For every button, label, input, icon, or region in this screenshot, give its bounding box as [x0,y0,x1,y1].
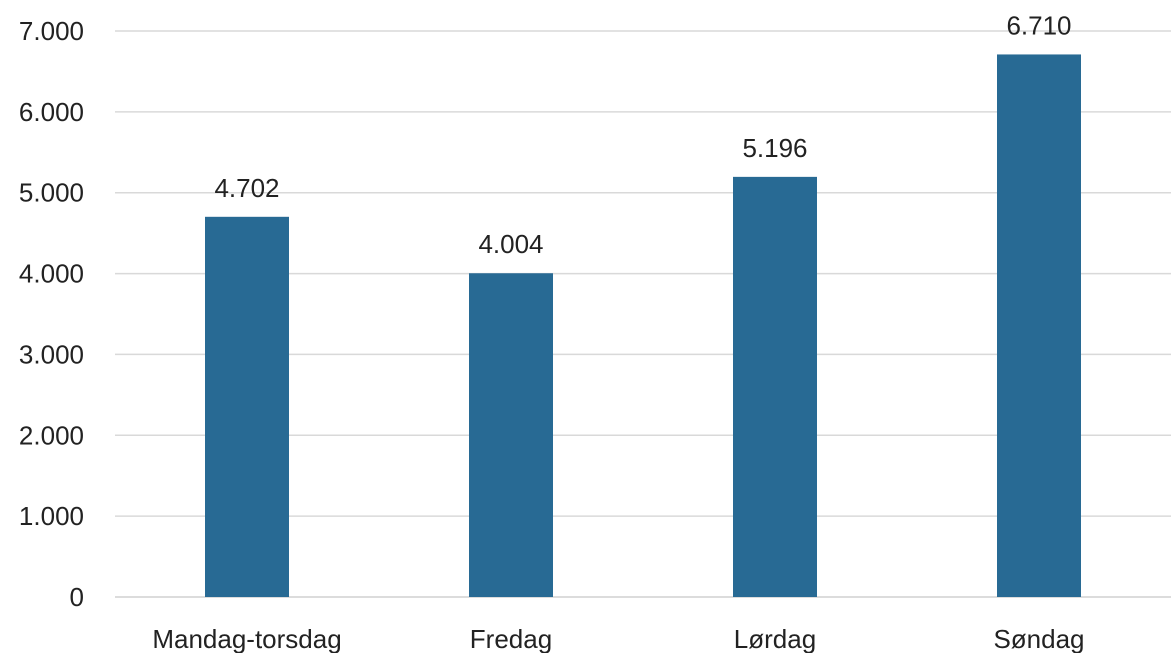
y-tick-label-6000: 6.000 [19,97,84,127]
data-labels: 4.702 4.004 5.196 6.710 [214,10,1071,259]
y-tick-label-7000: 7.000 [19,16,84,46]
category-label-1: Fredag [470,624,552,653]
category-label-0: Mandag-torsdag [152,624,341,653]
y-tick-label-1000: 1.000 [19,501,84,531]
bar-2 [733,176,817,598]
category-label-3: Søndag [993,624,1084,653]
bars [205,54,1081,598]
bar-1 [469,273,553,597]
bar-0 [205,216,289,598]
data-label-3: 6.710 [1006,10,1071,40]
y-tick-label-3000: 3.000 [19,339,84,369]
data-label-1: 4.004 [478,229,543,259]
y-tick-label-5000: 5.000 [19,178,84,208]
bar-3 [997,54,1081,598]
y-tick-label-4000: 4.000 [19,259,84,289]
gridlines [115,30,1171,598]
data-label-0: 4.702 [214,173,279,203]
y-axis-ticks: 0 1.000 2.000 3.000 4.000 5.000 6.000 7.000 [19,16,84,612]
y-tick-label-2000: 2.000 [19,420,84,450]
y-tick-label-0: 0 [70,582,84,612]
category-label-2: Lørdag [734,624,816,653]
data-label-2: 5.196 [742,133,807,163]
x-axis-categories: Mandag-torsdag Fredag Lørdag Søndag [152,624,1084,654]
